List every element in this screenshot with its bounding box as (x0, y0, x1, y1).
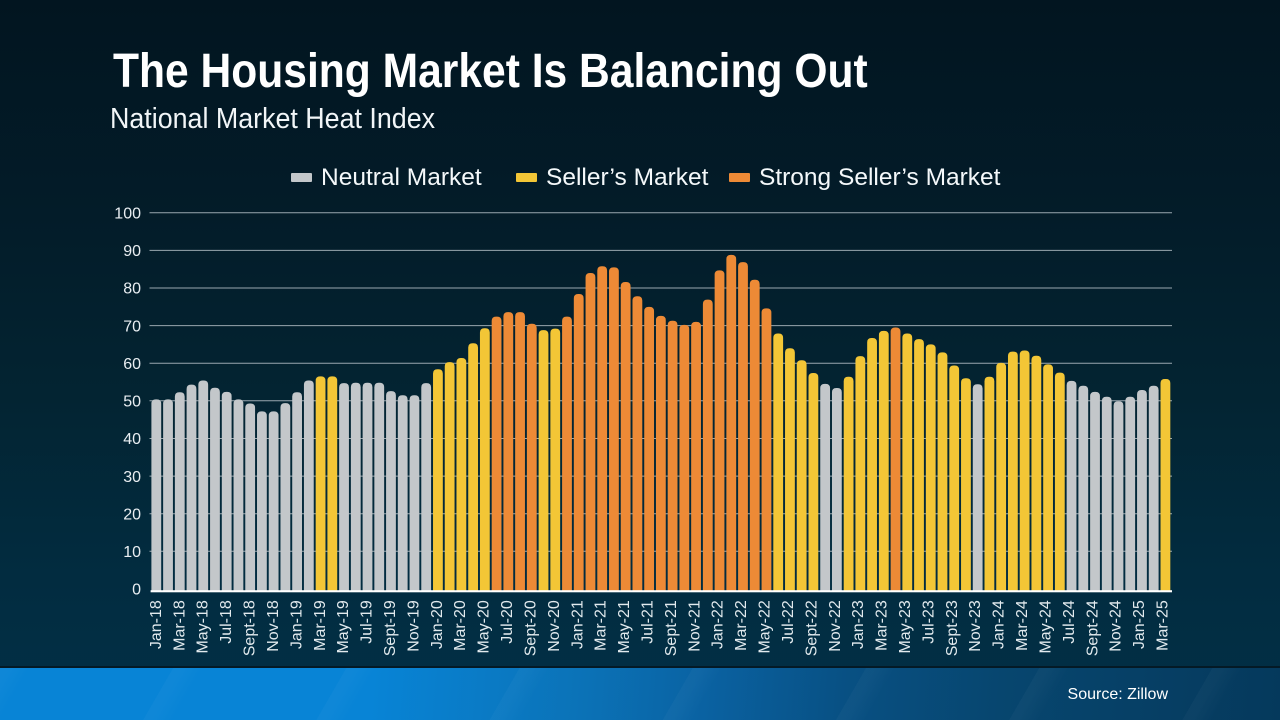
svg-text:Jan-20: Jan-20 (429, 600, 446, 649)
svg-text:Mar-21: Mar-21 (593, 600, 610, 651)
svg-text:Jul-24: Jul-24 (1061, 600, 1078, 644)
svg-text:Sept-19: Sept-19 (382, 600, 399, 656)
svg-text:Jan-18: Jan-18 (148, 600, 165, 649)
svg-text:May-21: May-21 (616, 600, 633, 653)
svg-text:Mar-24: Mar-24 (1014, 600, 1031, 651)
svg-text:10: 10 (123, 544, 141, 561)
svg-text:Sept-24: Sept-24 (1084, 600, 1101, 656)
svg-text:Nov-19: Nov-19 (405, 600, 422, 652)
svg-text:Jan-24: Jan-24 (991, 600, 1008, 649)
svg-text:Sept-18: Sept-18 (242, 600, 259, 656)
svg-text:60: 60 (123, 356, 141, 373)
svg-text:Jan-25: Jan-25 (1131, 600, 1148, 649)
svg-text:Nov-22: Nov-22 (827, 600, 844, 652)
svg-text:Jan-22: Jan-22 (710, 600, 727, 649)
svg-text:50: 50 (123, 394, 141, 411)
svg-text:Mar-23: Mar-23 (874, 600, 891, 651)
svg-text:Sept-23: Sept-23 (944, 600, 961, 656)
svg-text:May-19: May-19 (335, 600, 352, 653)
svg-text:Jul-23: Jul-23 (920, 600, 937, 644)
svg-text:80: 80 (123, 281, 141, 298)
svg-text:Jan-21: Jan-21 (569, 600, 586, 649)
svg-text:May-22: May-22 (757, 600, 774, 653)
svg-text:Jul-20: Jul-20 (499, 600, 516, 644)
svg-text:Mar-22: Mar-22 (733, 600, 750, 651)
svg-text:Nov-23: Nov-23 (967, 600, 984, 652)
svg-text:Jan-19: Jan-19 (288, 600, 305, 649)
svg-text:0: 0 (132, 582, 141, 599)
svg-text:Sept-20: Sept-20 (523, 600, 540, 656)
svg-text:May-18: May-18 (195, 600, 212, 653)
svg-text:30: 30 (123, 469, 141, 486)
svg-text:Mar-25: Mar-25 (1155, 600, 1172, 651)
svg-text:Jan-23: Jan-23 (850, 600, 867, 649)
svg-text:20: 20 (123, 506, 141, 523)
svg-text:Nov-18: Nov-18 (265, 600, 282, 652)
svg-text:90: 90 (123, 243, 141, 260)
svg-text:Nov-20: Nov-20 (546, 600, 563, 652)
svg-text:70: 70 (123, 318, 141, 335)
svg-text:May-24: May-24 (1038, 600, 1055, 653)
svg-text:40: 40 (123, 431, 141, 448)
svg-text:May-20: May-20 (476, 600, 493, 653)
svg-text:May-23: May-23 (897, 600, 914, 653)
svg-text:Jul-21: Jul-21 (640, 600, 657, 644)
svg-text:Jul-22: Jul-22 (780, 600, 797, 644)
svg-text:Sept-22: Sept-22 (803, 600, 820, 656)
svg-text:Sept-21: Sept-21 (663, 600, 680, 656)
svg-text:Nov-24: Nov-24 (1108, 600, 1125, 652)
svg-text:Mar-18: Mar-18 (171, 600, 188, 651)
svg-text:Mar-19: Mar-19 (312, 600, 329, 651)
svg-text:100: 100 (114, 206, 141, 223)
svg-text:Nov-21: Nov-21 (686, 600, 703, 652)
svg-text:Mar-20: Mar-20 (452, 600, 469, 651)
svg-text:Jul-18: Jul-18 (218, 600, 235, 644)
svg-text:Jul-19: Jul-19 (359, 600, 376, 644)
